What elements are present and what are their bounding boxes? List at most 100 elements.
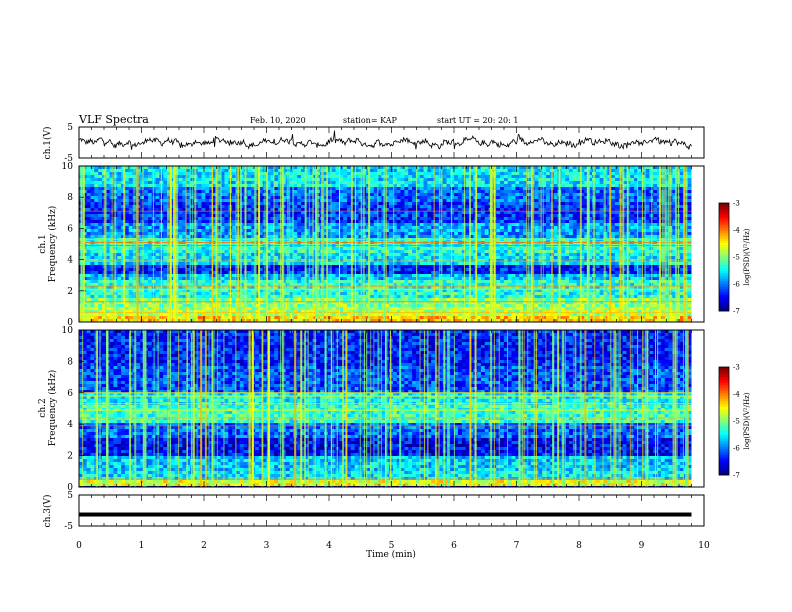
spectrogram-cell (484, 211, 490, 215)
spectrogram-cell (431, 202, 436, 206)
spectrogram-cell (293, 184, 298, 188)
spectrogram-cell (304, 178, 310, 182)
spectrogram-cell (542, 205, 547, 209)
spectrogram-cell (358, 211, 363, 215)
spectrogram-cell (408, 184, 413, 188)
spectrogram-cell (408, 166, 413, 170)
spectrogram-cell (304, 217, 310, 221)
spectrogram-cell (147, 175, 153, 179)
spectrogram-cell (461, 214, 467, 218)
spectrogram-cell (389, 172, 394, 176)
spectrogram-cell (553, 226, 558, 230)
spectrogram-cell (653, 214, 658, 218)
spectrogram-cell (270, 178, 275, 182)
spectrogram-cell (591, 223, 597, 227)
spectrogram-cell (350, 202, 356, 206)
spectrogram-cell (205, 214, 210, 218)
spectrogram-cell (565, 178, 570, 182)
spectrogram-cell (232, 184, 237, 188)
spectrogram-cell (105, 211, 111, 215)
spectrogram-cell (427, 223, 432, 227)
spectrogram-cell (301, 205, 306, 209)
spectrogram-cell (258, 190, 264, 194)
spectrogram-cell (480, 208, 486, 212)
spectrogram-cell (251, 205, 256, 209)
spectrogram-cell (511, 190, 516, 194)
spectrogram-cell (408, 205, 413, 209)
spectrogram-cell (419, 214, 424, 218)
spectrogram-cell (377, 190, 382, 194)
spectrogram-cell (523, 193, 528, 197)
spectrogram-cell (595, 229, 601, 233)
spectrogram-cell (565, 193, 570, 197)
spectrogram-cell (584, 217, 589, 221)
spectrogram-cell (450, 229, 455, 233)
spectrogram-cell (86, 184, 91, 188)
spectrogram-cell (86, 187, 91, 191)
spectrogram-cell (569, 250, 574, 254)
spectrogram-cell (507, 187, 512, 191)
spectrogram-cell (350, 181, 356, 185)
spectrogram-cell (247, 187, 252, 191)
spectrogram-cell (408, 223, 413, 227)
spectrogram-cell (224, 217, 229, 221)
spectrogram-cell (431, 220, 436, 224)
spectrogram-cell (622, 175, 627, 179)
spectrogram-cell (538, 196, 543, 200)
spectrogram-cell (507, 178, 512, 182)
spectrogram-cell (335, 172, 340, 176)
spectrogram-cell (454, 196, 459, 200)
spectrogram-cell (515, 208, 520, 212)
spectrogram-cell (155, 166, 160, 170)
spectrogram-cell (542, 196, 547, 200)
spectrogram-cell (503, 175, 509, 179)
spectrogram-cell (381, 190, 386, 194)
spectrogram-cell (140, 214, 145, 218)
spectrogram-cell (515, 202, 520, 206)
spectrogram-cell (588, 184, 593, 188)
spectrogram-cell (90, 172, 95, 176)
spectrogram-cell (128, 208, 133, 212)
spectrogram-cell (343, 172, 348, 176)
spectrogram-cell (427, 253, 432, 257)
spectrogram-cell (576, 196, 581, 200)
spectrogram-cell (435, 211, 440, 215)
spectrogram-cell (205, 190, 210, 194)
spectrogram-cell (519, 169, 524, 173)
spectrogram-cell (511, 226, 516, 230)
spectrogram-cell (580, 214, 585, 218)
spectrogram-cell (553, 199, 558, 203)
spectrogram-cell (435, 169, 440, 173)
spectrogram-cell (381, 196, 386, 200)
spectrogram-cell (293, 208, 298, 212)
spectrogram-cell (614, 166, 620, 170)
spectrogram-cell (297, 211, 302, 215)
spectrogram-cell (369, 187, 375, 191)
spectrogram-cell (389, 178, 394, 182)
spectrogram-cell (274, 196, 279, 200)
spectrogram-cell (335, 193, 340, 197)
spectrogram-cell (354, 190, 359, 194)
spectrogram-cell (534, 214, 539, 218)
spectrogram-cell (124, 169, 130, 173)
spectrogram-cell (496, 178, 501, 182)
spectrogram-cell (251, 175, 256, 179)
spectrogram-cell (630, 169, 635, 173)
spectrogram-cell (144, 208, 149, 212)
spectrogram-cell (224, 169, 229, 173)
spectrogram-cell (377, 184, 382, 188)
spectrogram-cell (507, 217, 512, 221)
spectrogram-cell (94, 223, 99, 227)
spectrogram-cell (484, 250, 490, 254)
spectrogram-cell (117, 220, 122, 224)
spectrogram-cell (308, 199, 313, 203)
spectrogram-cell (614, 187, 620, 191)
spectrogram-cell (454, 172, 459, 176)
spectrogram-cell (205, 232, 210, 236)
spectrogram-cell (396, 166, 401, 170)
spectrogram-cell (461, 184, 467, 188)
spectrogram-cell (274, 190, 279, 194)
spectrogram-cell (163, 205, 168, 209)
spectrogram-cell (442, 205, 447, 209)
spectrogram-cell (519, 166, 524, 170)
